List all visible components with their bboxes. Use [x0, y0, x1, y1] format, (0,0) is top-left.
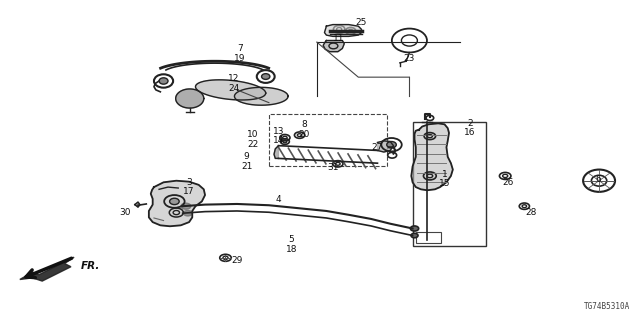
Text: 23: 23 [404, 53, 415, 62]
Ellipse shape [170, 198, 179, 204]
Ellipse shape [184, 211, 192, 216]
Polygon shape [323, 41, 344, 52]
Bar [413, 122, 486, 246]
Text: 29: 29 [231, 256, 243, 265]
Text: 10
22: 10 22 [247, 130, 259, 149]
Text: 25: 25 [356, 19, 367, 28]
Polygon shape [234, 87, 288, 105]
Text: 27: 27 [372, 143, 383, 152]
Text: 6: 6 [595, 175, 601, 184]
Text: 31: 31 [327, 164, 339, 172]
Text: 28: 28 [525, 208, 536, 217]
Polygon shape [274, 146, 278, 158]
Text: 12
24: 12 24 [228, 74, 239, 93]
Text: 11: 11 [333, 35, 345, 44]
Polygon shape [378, 141, 394, 152]
Polygon shape [324, 25, 362, 36]
Text: 30: 30 [120, 208, 131, 217]
Polygon shape [196, 80, 266, 100]
Ellipse shape [181, 203, 191, 209]
Ellipse shape [411, 233, 418, 238]
Polygon shape [20, 257, 74, 281]
Ellipse shape [159, 78, 168, 84]
Polygon shape [135, 202, 140, 207]
Text: 3
17: 3 17 [183, 178, 195, 196]
Polygon shape [176, 89, 204, 108]
Ellipse shape [410, 226, 419, 231]
Text: 9
21: 9 21 [241, 152, 252, 171]
Polygon shape [412, 123, 453, 190]
Bar [269, 114, 387, 166]
Text: 2
16: 2 16 [465, 119, 476, 138]
Text: FR.: FR. [81, 261, 100, 271]
Text: TG74B5310A: TG74B5310A [584, 302, 630, 311]
Text: 13
14: 13 14 [273, 127, 284, 146]
Text: 26: 26 [502, 178, 514, 187]
Text: 5
18: 5 18 [285, 235, 297, 254]
Text: 7
19: 7 19 [234, 44, 246, 63]
Text: 1
15: 1 15 [439, 170, 451, 188]
Text: 8
20: 8 20 [298, 120, 310, 139]
Text: 4: 4 [276, 195, 282, 204]
Bar [416, 232, 442, 244]
Ellipse shape [262, 74, 270, 79]
Polygon shape [149, 181, 205, 226]
Ellipse shape [387, 141, 396, 148]
